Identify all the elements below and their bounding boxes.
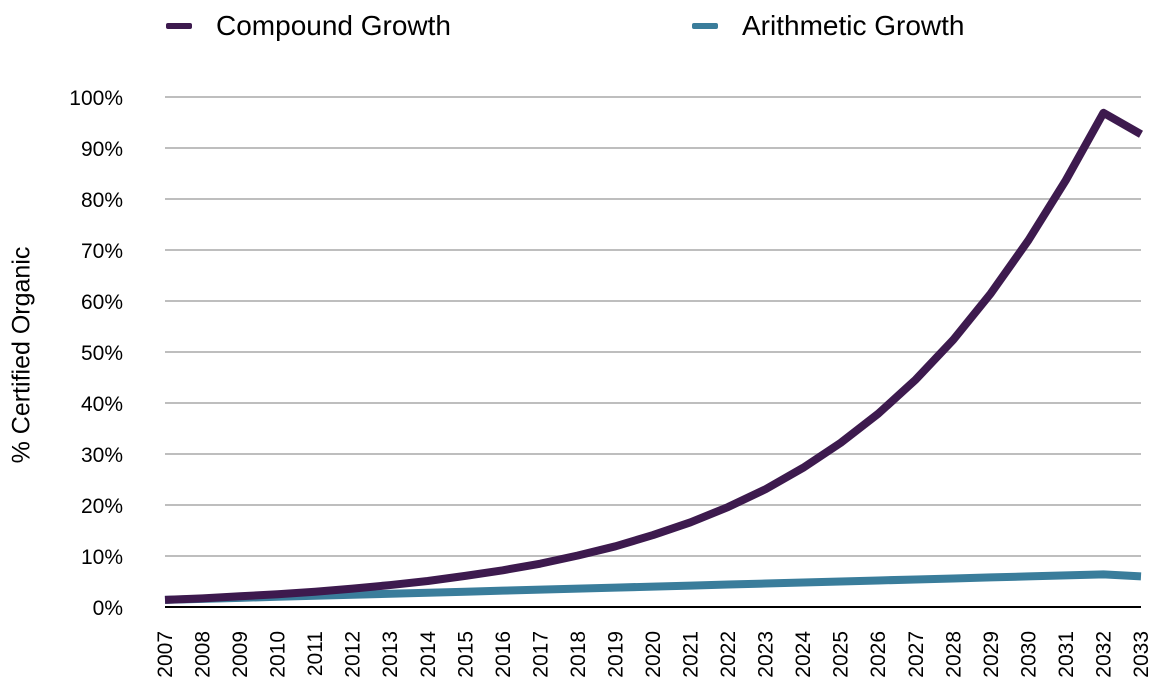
legend-label-arithmetic-growth: Arithmetic Growth <box>742 10 965 41</box>
y-tick-label: 10% <box>81 546 123 569</box>
x-tick-label: 2014 <box>417 631 440 678</box>
x-tick-label: 2029 <box>980 631 1003 678</box>
x-tick-label: 2026 <box>867 631 890 678</box>
x-tick-label: 2012 <box>342 631 365 678</box>
x-tick-label: 2027 <box>905 631 928 678</box>
x-tick-label: 2032 <box>1092 631 1115 678</box>
x-tick-label: 2015 <box>454 631 477 678</box>
x-tick-labels: 2007 2008 2009 2010 2011 2012 2013 2014 2015 2016… <box>154 631 1153 678</box>
x-tick-label: 2033 <box>1130 631 1153 678</box>
legend-item-arithmetic-growth: Arithmetic Growth <box>692 6 965 46</box>
y-tick-label: 20% <box>81 495 123 518</box>
x-tick-label: 2025 <box>830 631 853 678</box>
series-line-compound-growth <box>164 108 1143 604</box>
series-line-arithmetic-growth <box>164 570 1142 604</box>
x-tick-label: 2010 <box>267 631 290 678</box>
y-tick-label: 90% <box>81 138 123 161</box>
x-tick-label: 2021 <box>680 631 703 678</box>
y-tick-label: 100% <box>69 87 123 110</box>
y-tick-label: 60% <box>81 291 123 314</box>
y-tick-label: 0% <box>93 597 123 620</box>
x-tick-label: 2024 <box>792 631 815 678</box>
y-tick-label: 40% <box>81 393 123 416</box>
x-tick-label: 2022 <box>717 631 740 678</box>
legend-label-compound-growth: Compound Growth <box>216 10 452 41</box>
legend-swatch-compound-growth <box>166 23 192 29</box>
x-tick-label: 2007 <box>154 631 177 678</box>
x-tick-label: 2008 <box>192 631 215 678</box>
x-tick-label: 2030 <box>1017 631 1040 678</box>
x-tick-label: 2031 <box>1055 631 1078 678</box>
x-tick-label: 2019 <box>604 631 627 678</box>
gridlines <box>165 96 1141 557</box>
x-tick-label: 2018 <box>567 631 590 678</box>
y-tick-label: 50% <box>81 342 123 365</box>
x-tick-label: 2016 <box>492 631 515 678</box>
x-tick-label: 2028 <box>942 631 965 678</box>
y-tick-label: 30% <box>81 444 123 467</box>
legend: Compound Growth Arithmetic Growth <box>0 6 1157 46</box>
x-tick-label: 2013 <box>379 631 402 678</box>
legend-swatch-arithmetic-growth <box>692 23 718 29</box>
x-tick-label: 2009 <box>229 631 252 678</box>
series-lines <box>164 108 1143 604</box>
x-tick-label: 2017 <box>529 631 552 678</box>
y-tick-label: 80% <box>81 189 123 212</box>
y-tick-labels: 0% 10% 20% 30% 40% 50% 60% 70% 80% 90% 100% <box>69 87 123 620</box>
x-tick-label: 2011 <box>304 631 327 676</box>
x-tick-label: 2023 <box>755 631 778 678</box>
x-tick-label: 2020 <box>642 631 665 678</box>
y-tick-label: 70% <box>81 240 123 263</box>
legend-item-compound-growth: Compound Growth <box>166 6 451 46</box>
